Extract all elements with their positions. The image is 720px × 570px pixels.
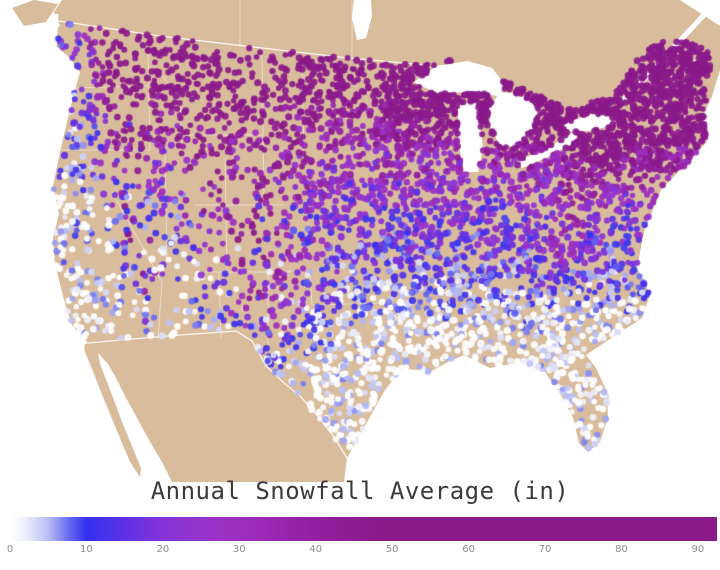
colorbar-tick: 40 — [309, 544, 323, 555]
station-dots-layer — [0, 0, 720, 482]
chart-title: Annual Snowfall Average (in) — [150, 477, 570, 505]
colorbar-tick: 80 — [615, 544, 628, 555]
colorbar-tick: 70 — [538, 544, 552, 555]
colorbar-tick: 90 — [691, 544, 705, 555]
colorbar-gradient — [10, 517, 717, 541]
colorbar-tick: 0 — [6, 544, 14, 555]
colorbar-tick: 20 — [156, 544, 170, 555]
colorbar-tick: 10 — [80, 544, 93, 555]
colorbar-tick: 50 — [385, 544, 399, 555]
colorbar-tick-labels: 0 10 20 30 40 50 60 70 80 90 — [6, 544, 717, 558]
us-map — [0, 0, 720, 482]
colorbar-tick: 60 — [462, 544, 475, 555]
colorbar-tick: 30 — [232, 544, 246, 555]
